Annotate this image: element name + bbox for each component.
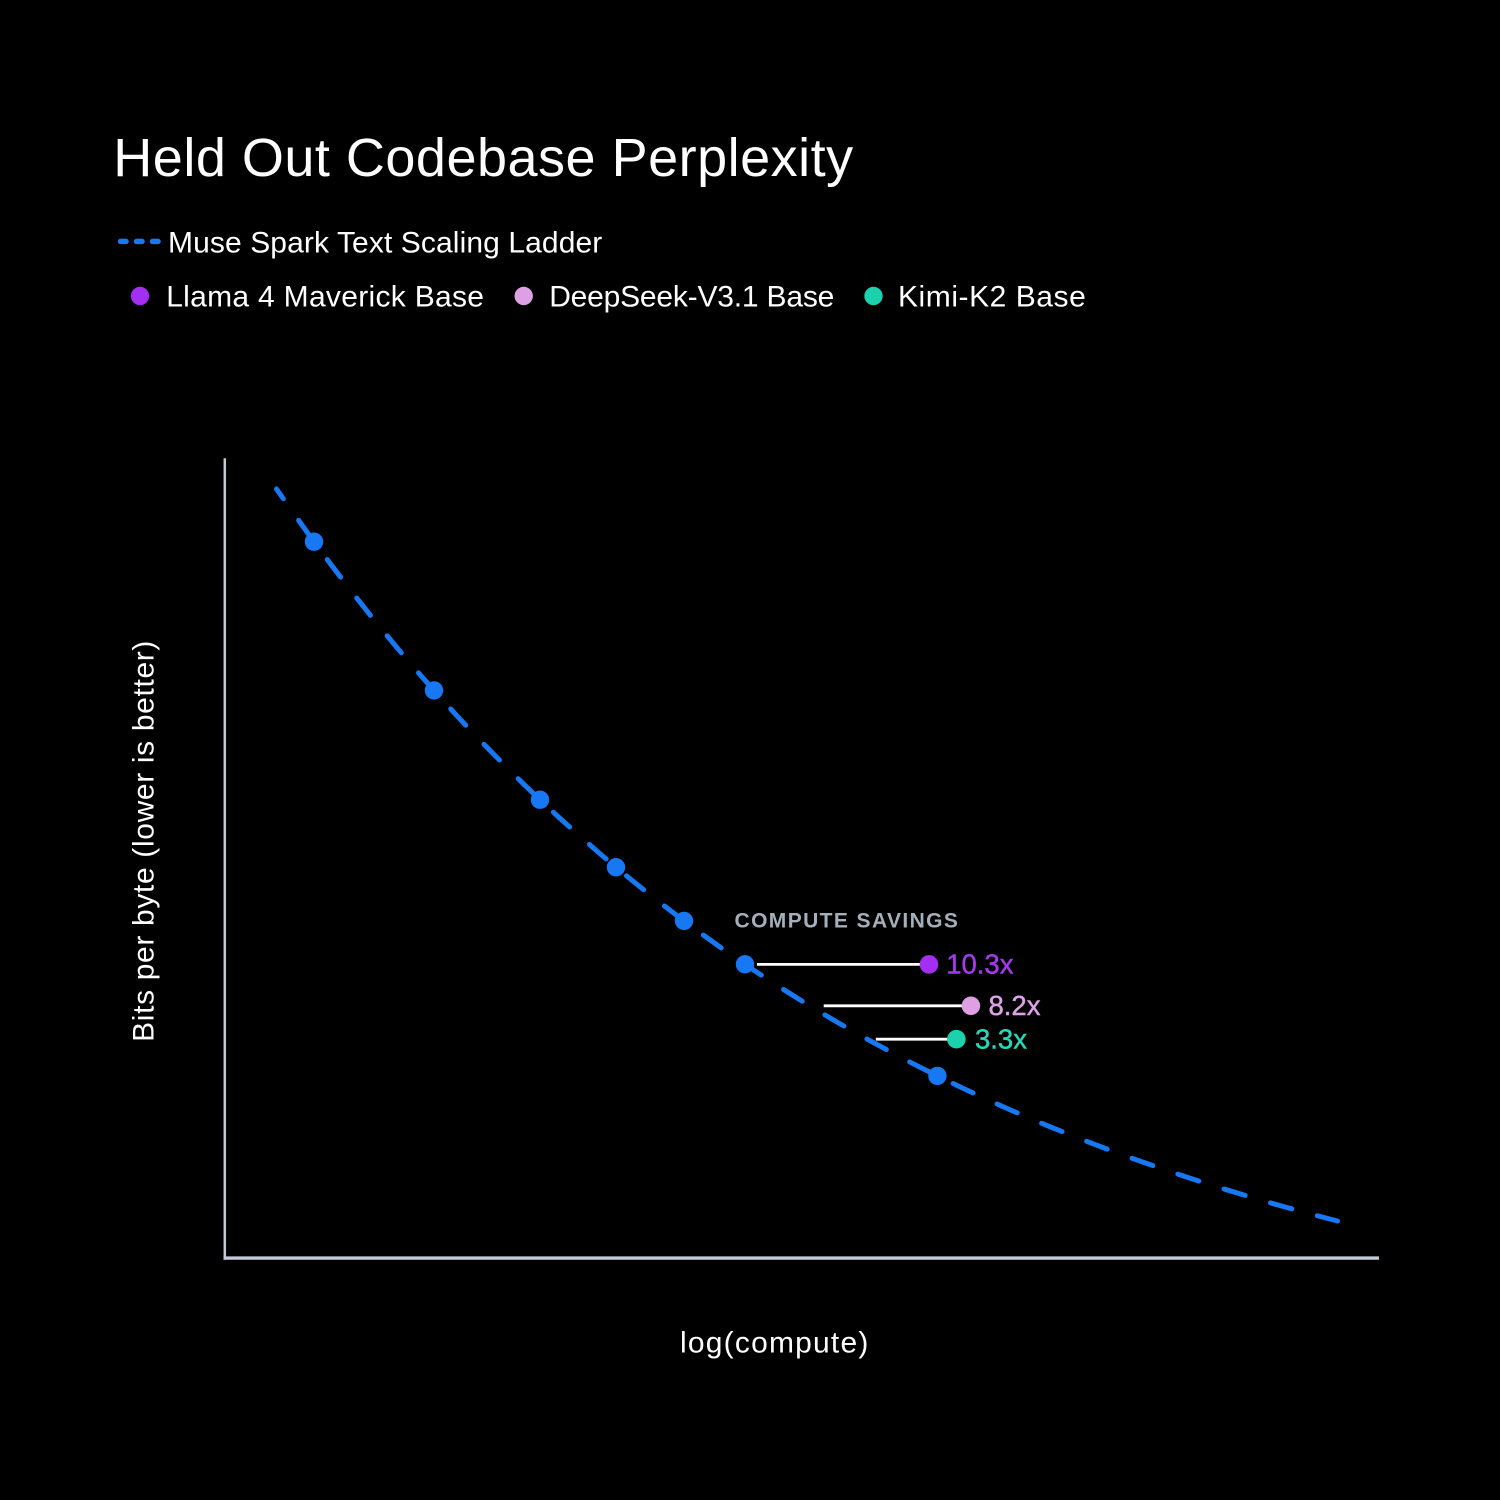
svg-text:10.3x: 10.3x [946,949,1014,980]
svg-text:COMPUTE SAVINGS: COMPUTE SAVINGS [735,910,960,933]
svg-text:3.3x: 3.3x [975,1023,1027,1054]
svg-text:Llama 4 Maverick Base: Llama 4 Maverick Base [166,280,484,313]
svg-text:log(compute): log(compute) [680,1327,869,1360]
svg-text:Held Out Codebase Perplexity: Held Out Codebase Perplexity [113,128,853,188]
svg-text:DeepSeek-V3.1 Base: DeepSeek-V3.1 Base [549,280,834,313]
svg-text:Muse Spark Text Scaling Ladder: Muse Spark Text Scaling Ladder [168,227,602,260]
svg-text:Kimi-K2 Base: Kimi-K2 Base [898,280,1086,313]
svg-text:8.2x: 8.2x [989,990,1041,1021]
svg-text:Bits per byte (lower is better: Bits per byte (lower is better) [127,640,160,1042]
